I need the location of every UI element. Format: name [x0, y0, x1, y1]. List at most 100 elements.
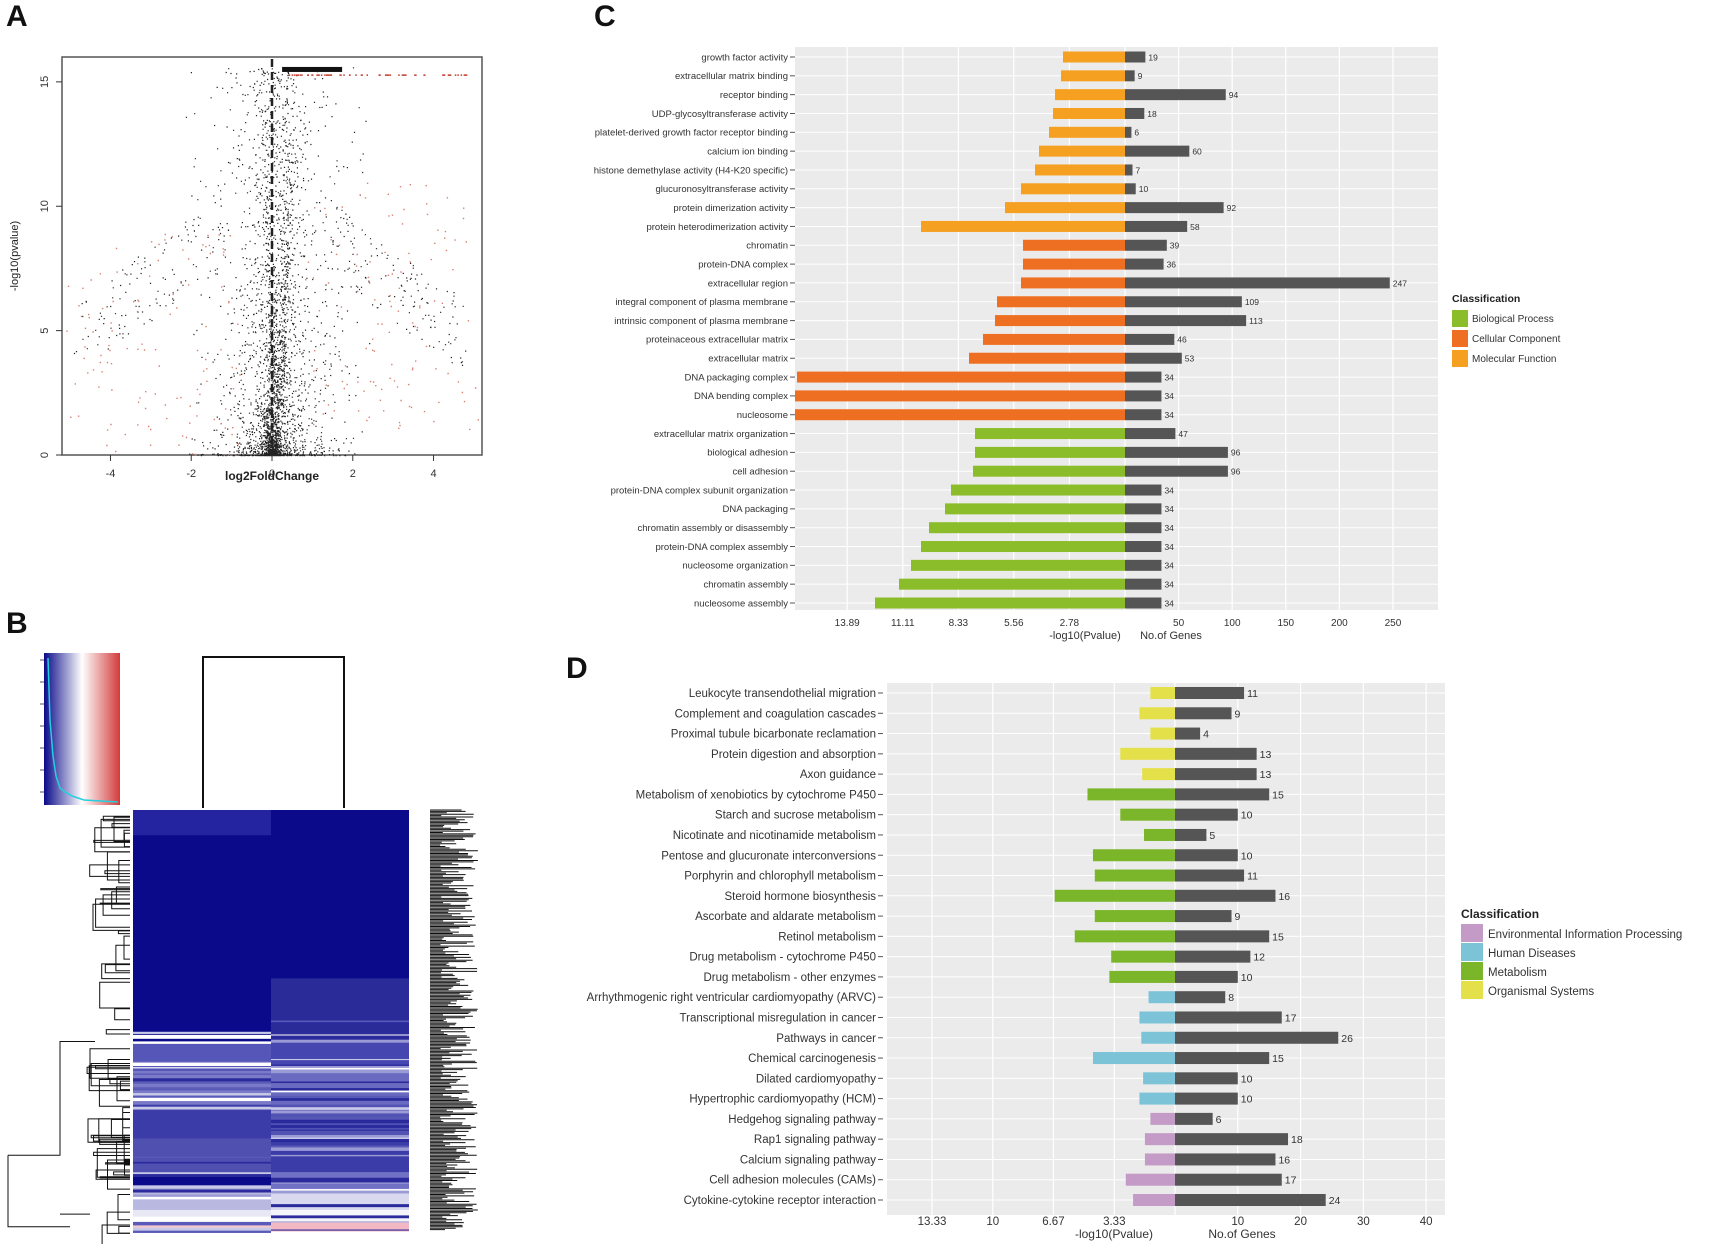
go-legend: Classification Biological Process Cellul… [1452, 293, 1561, 367]
go-pvalue-bar [875, 597, 1125, 609]
heatmap-stripe [133, 1172, 271, 1175]
kegg-gene-count-bar [1175, 1153, 1276, 1166]
kegg-pvalue-bar [1144, 828, 1175, 841]
panel-label-a: A [6, 0, 28, 33]
heatmap-stripe [271, 1177, 409, 1182]
kegg-legend-label-metabolism: Metabolism [1488, 967, 1547, 979]
heatmap-stripe [271, 1129, 409, 1131]
go-gene-count-bar [1125, 559, 1162, 571]
heatmap-cell [271, 1222, 409, 1232]
go-category-label: protein heterodimerization activity [646, 222, 788, 233]
volcano-y-tick-label: 10 [39, 200, 51, 212]
heatmap-stripe [133, 1230, 271, 1233]
go-gene-count-bar [1125, 352, 1182, 364]
go-gene-count-bar [1125, 70, 1135, 82]
go-category-label: nucleosome assembly [694, 598, 788, 609]
heatmap-cell [133, 1041, 271, 1072]
kegg-gene-count-bar [1175, 1173, 1282, 1186]
go-category-label: chromatin assembly [704, 579, 789, 590]
volcano-y-tick-label: 5 [39, 328, 51, 334]
go-gene-count-label: 34 [1164, 391, 1174, 401]
kegg-gene-count-label: 16 [1278, 1154, 1290, 1166]
kegg-left-tick-label: 6.67 [1042, 1216, 1064, 1228]
kegg-gene-count-bar [1175, 1072, 1238, 1085]
kegg-pvalue-bar [1074, 930, 1175, 943]
go-gene-count-bar [1125, 333, 1175, 345]
go-bars: 19 9 94 18 6 60 7 10 92 58 39 36 247 109 113 46 53 34 34 34… [795, 51, 1407, 609]
kegg-category-label: Metabolism of xenobiotics by cytochrome … [636, 789, 876, 801]
volcano-y-label: -log10(pvalue) [9, 221, 21, 291]
kegg-pvalue-bar [1092, 1052, 1175, 1065]
go-pvalue-bar [995, 315, 1125, 327]
kegg-right-tick-label: 10 [1231, 1216, 1244, 1228]
go-gene-count-bar [1125, 239, 1167, 251]
kegg-left-tick-label: 3.33 [1103, 1216, 1125, 1228]
go-category-label: proteinaceous extracellular matrix [646, 335, 788, 346]
kegg-gene-count-bar [1175, 788, 1270, 801]
kegg-gene-count-label: 9 [1235, 911, 1241, 923]
heatmap-stripe [271, 1229, 409, 1231]
go-pvalue-bar [951, 484, 1125, 496]
go-gene-count-label: 92 [1227, 203, 1237, 213]
heatmap-stripe [271, 1110, 409, 1114]
go-pvalue-bar [1039, 145, 1125, 157]
heatmap-stripe [133, 1062, 271, 1067]
heatmap-stripe [271, 1064, 409, 1066]
go-right-tick-label: 50 [1173, 618, 1185, 629]
go-right-tick-label: 100 [1224, 618, 1241, 629]
go-category-label: extracellular region [708, 278, 788, 289]
panel-label-c: C [594, 0, 616, 33]
volcano-points [66, 59, 480, 457]
heatmap-row-dendrogram [7, 815, 130, 1244]
kegg-gene-count-bar [1175, 1112, 1213, 1125]
panel-label-d: D [566, 652, 588, 685]
go-gene-count-label: 34 [1164, 504, 1174, 514]
go-category-label: chromatin assembly or disassembly [638, 523, 789, 534]
kegg-left-tick-label: 13.33 [918, 1216, 947, 1228]
go-gene-count-label: 18 [1147, 109, 1157, 119]
kegg-category-label: Hypertrophic cardiomyopathy (HCM) [689, 1094, 876, 1106]
go-gene-count-label: 247 [1393, 278, 1407, 288]
go-legend-swatch-cellular [1452, 330, 1468, 347]
go-legend-label-molecular: Molecular Function [1472, 354, 1556, 365]
kegg-pvalue-bar [1133, 1194, 1175, 1206]
go-legend-swatch-molecular [1452, 350, 1468, 367]
go-category-label: nucleosome organization [682, 561, 788, 572]
kegg-pvalue-bar [1150, 1112, 1175, 1125]
kegg-gene-count-bar [1175, 808, 1238, 821]
heatmap-stripe [133, 1195, 271, 1200]
kegg-legend-label-human: Human Diseases [1488, 948, 1576, 960]
go-category-label: extracellular matrix binding [675, 71, 788, 82]
go-plot-background [795, 47, 1438, 610]
go-gene-count-label: 94 [1229, 90, 1239, 100]
heatmap-stripe [133, 1031, 271, 1034]
kegg-gene-count-label: 17 [1285, 1013, 1297, 1025]
go-category-label: protein-DNA complex subunit organization [611, 485, 788, 496]
heatmap [7, 653, 478, 1244]
go-legend-label-cellular: Cellular Component [1472, 334, 1561, 345]
kegg-gene-count-label: 10 [1241, 1094, 1253, 1106]
go-gene-count-label: 34 [1164, 410, 1174, 420]
volcano-x-tick-label: 2 [350, 468, 356, 480]
go-gene-count-bar [1125, 409, 1162, 421]
heatmap-stripe [133, 1094, 271, 1098]
go-pvalue-bar [1021, 183, 1125, 195]
heatmap-stripe [133, 1061, 271, 1063]
heatmap-stripe [133, 1087, 271, 1091]
go-gene-count-label: 39 [1170, 241, 1180, 251]
kegg-category-label: Steroid hormone biosynthesis [725, 891, 877, 903]
kegg-gene-count-label: 16 [1278, 891, 1290, 903]
heatmap-stripe [271, 1189, 409, 1194]
kegg-pvalue-bar [1141, 1031, 1175, 1044]
kegg-gene-count-bar [1175, 970, 1238, 983]
go-category-label: growth factor activity [701, 52, 788, 63]
go-gene-count-bar [1125, 390, 1162, 402]
go-x-axis: 13.89 11.11 8.33 5.56 2.78 50 100 150 200 250 [835, 618, 1402, 629]
kegg-gene-count-bar [1175, 727, 1201, 740]
kegg-pvalue-bar [1120, 808, 1175, 821]
kegg-category-label: Nicotinate and nicotinamide metabolism [673, 830, 876, 842]
kegg-category-label: Cytokine-cytokine receptor interaction [684, 1195, 876, 1207]
volcano-x-tick-label: 4 [430, 468, 436, 480]
go-gene-count-bar [1125, 503, 1162, 515]
heatmap-stripe [133, 1073, 271, 1075]
